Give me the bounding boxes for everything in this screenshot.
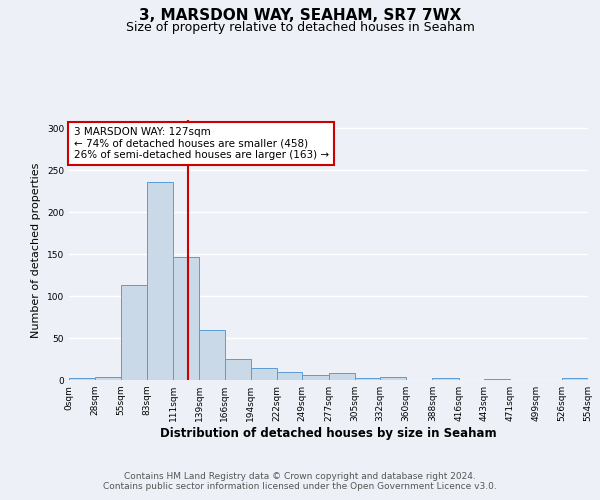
Text: Size of property relative to detached houses in Seaham: Size of property relative to detached ho… <box>125 21 475 34</box>
Bar <box>147 182 173 380</box>
Bar <box>484 379 510 380</box>
Bar <box>562 378 588 380</box>
Bar <box>329 374 355 380</box>
Bar <box>95 378 121 380</box>
Text: Contains HM Land Registry data © Crown copyright and database right 2024.: Contains HM Land Registry data © Crown c… <box>124 472 476 481</box>
Text: 3, MARSDON WAY, SEAHAM, SR7 7WX: 3, MARSDON WAY, SEAHAM, SR7 7WX <box>139 8 461 22</box>
Bar <box>173 256 199 380</box>
Bar <box>121 285 147 380</box>
Bar <box>251 368 277 380</box>
Bar <box>302 375 329 380</box>
Text: Contains public sector information licensed under the Open Government Licence v3: Contains public sector information licen… <box>103 482 497 491</box>
Bar <box>277 372 302 380</box>
Bar <box>69 378 95 380</box>
Bar <box>224 359 251 380</box>
Text: 3 MARSDON WAY: 127sqm
← 74% of detached houses are smaller (458)
26% of semi-det: 3 MARSDON WAY: 127sqm ← 74% of detached … <box>74 126 329 160</box>
Y-axis label: Number of detached properties: Number of detached properties <box>31 162 41 338</box>
Bar <box>355 378 380 380</box>
Bar <box>380 376 406 380</box>
Bar <box>433 378 459 380</box>
Bar <box>199 330 224 380</box>
X-axis label: Distribution of detached houses by size in Seaham: Distribution of detached houses by size … <box>160 427 497 440</box>
